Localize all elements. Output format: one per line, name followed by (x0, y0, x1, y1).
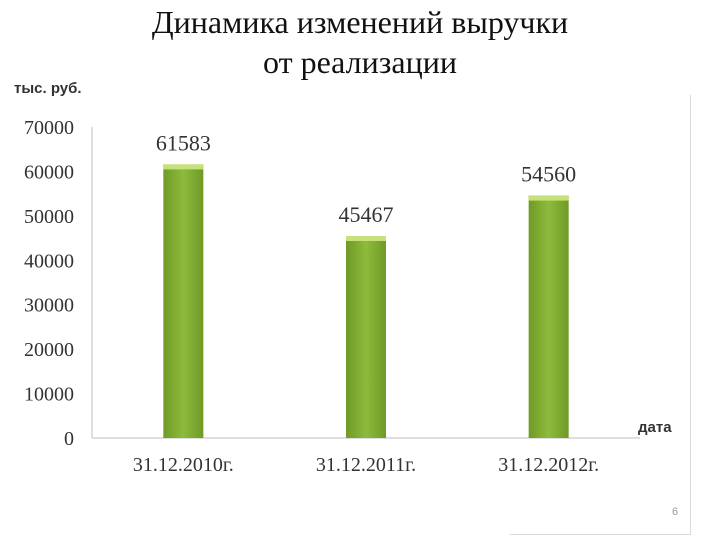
y-tick-label: 0 (64, 428, 74, 450)
y-tick-label: 40000 (24, 250, 74, 272)
data-label: 61583 (156, 130, 211, 155)
bar-top-highlight (346, 235, 386, 241)
y-tick-label: 70000 (24, 117, 74, 139)
bar (528, 195, 569, 438)
x-tick-label: 31.12.2010г. (133, 454, 234, 476)
x-tick-label: 31.12.2011г. (316, 454, 416, 476)
page-number: 6 (671, 506, 679, 518)
data-label: 54560 (521, 162, 576, 187)
y-axis-ticks: 0 10000 20000 30000 40000 50000 60000 70000 (24, 117, 74, 450)
title-line-2: от реализации (263, 44, 457, 80)
x-tick-label: 31.12.2012г. (498, 454, 599, 476)
data-label: 45467 (339, 202, 394, 227)
y-tick-label: 50000 (24, 206, 74, 228)
slide-title: Динамика изменений выручки от реализации (100, 2, 620, 82)
frame-right-border (690, 95, 691, 535)
y-tick-label: 60000 (24, 161, 74, 183)
frame-bottom-border (510, 534, 691, 535)
chart-bars: 61583 45467 54560 (156, 130, 576, 439)
bar-top-highlight (528, 195, 569, 201)
y-tick-label: 30000 (24, 295, 74, 317)
x-axis-title: дата (638, 419, 672, 436)
bar (346, 235, 386, 438)
title-line-1: Динамика изменений выручки (151, 4, 569, 40)
y-tick-label: 10000 (24, 384, 74, 406)
x-axis-ticks: 31.12.2010г. 31.12.2011г. 31.12.2012г. (133, 454, 599, 476)
bar-top-highlight (163, 164, 204, 170)
y-axis-title: тыс. руб. (14, 80, 82, 97)
bar (163, 164, 204, 439)
y-tick-label: 20000 (24, 339, 74, 361)
